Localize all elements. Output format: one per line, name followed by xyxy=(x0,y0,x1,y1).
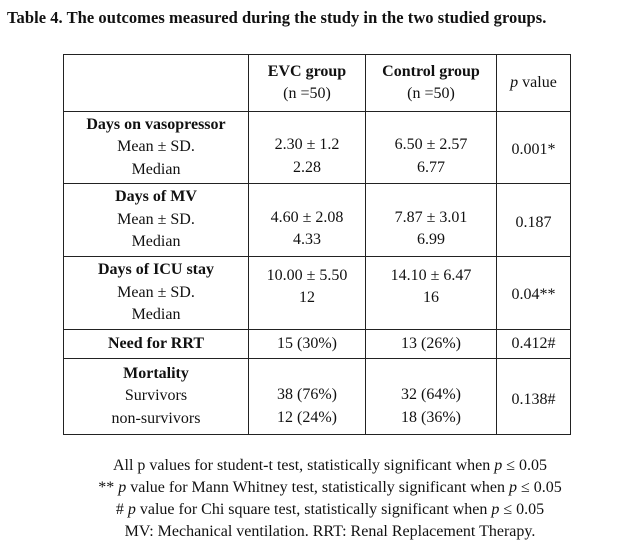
footnote-text: ≤ 0.05 xyxy=(499,501,545,518)
header-control-title: Control group xyxy=(382,62,480,80)
header-row: EVC group (n =50) Control group (n =50) … xyxy=(63,54,571,112)
evc-value: 12 (24%) xyxy=(277,408,337,426)
control-value: 7.87 ± 3.01 xyxy=(394,208,468,226)
header-evc-group: EVC group (n =50) xyxy=(248,54,366,112)
evc-value: 2.28 xyxy=(293,158,321,176)
header-p-value: p value xyxy=(496,54,571,112)
p-value: 0.001* xyxy=(511,141,556,159)
row-sublabel: Mean ± SD. xyxy=(117,138,195,156)
evc-value-cell: 2.30 ± 1.2 2.28 xyxy=(248,111,366,184)
footnote-italic: p xyxy=(508,479,517,496)
outcomes-table: EVC group (n =50) Control group (n =50) … xyxy=(63,54,571,435)
header-evc-n: (n =50) xyxy=(283,85,331,102)
evc-value-cell: 15 (30%) xyxy=(248,329,366,359)
footnote-text: All p values for student-t test, statist… xyxy=(112,457,495,474)
footnote-text: MV: Mechanical ventilation. RRT: Renal R… xyxy=(124,523,536,540)
evc-value-cell: 10.00 ± 5.50 12 xyxy=(248,256,366,330)
p-value-cell: 0.001* xyxy=(496,111,571,184)
control-value-cell: 13 (26%) xyxy=(365,329,497,359)
p-value-cell: 0.138# xyxy=(496,358,571,435)
table-footnotes: All p values for student-t test, statist… xyxy=(60,455,600,543)
p-value: 0.412# xyxy=(511,334,556,352)
row-label-cell: Days on vasopressor Mean ± SD. Median xyxy=(63,111,249,184)
header-p-rest: value xyxy=(518,73,557,91)
table-row: Need for RRT 15 (30%) 13 (26%) 0.412# xyxy=(63,329,571,359)
p-value: 0.187 xyxy=(515,213,552,231)
evc-value-cell: 38 (76%) 12 (24%) xyxy=(248,358,366,435)
control-value: 16 xyxy=(423,289,439,306)
row-sublabel: Mean ± SD. xyxy=(117,283,195,301)
evc-value: 10.00 ± 5.50 xyxy=(266,266,348,284)
row-label: Days of ICU stay xyxy=(98,261,214,279)
footnote: ** p value for Mann Whitney test, statis… xyxy=(60,477,600,499)
table-row: Days of MV Mean ± SD. Median 4.60 ± 2.08… xyxy=(63,183,571,257)
evc-value: 15 (30%) xyxy=(277,334,337,352)
control-value-cell: 32 (64%) 18 (36%) xyxy=(365,358,497,435)
footnote-text: ≤ 0.05 xyxy=(516,479,562,496)
control-value-cell: 7.87 ± 3.01 6.99 xyxy=(365,183,497,257)
row-sublabel: Median xyxy=(131,160,181,178)
footnote: MV: Mechanical ventilation. RRT: Renal R… xyxy=(60,521,600,543)
evc-value: 12 xyxy=(299,289,315,306)
row-label-cell: Days of MV Mean ± SD. Median xyxy=(63,183,249,257)
control-value: 13 (26%) xyxy=(401,334,461,352)
evc-value: 2.30 ± 1.2 xyxy=(274,136,340,153)
p-value-cell: 0.187 xyxy=(496,183,571,257)
p-value: 0.04** xyxy=(511,285,556,303)
control-value: 6.50 ± 2.57 xyxy=(394,136,468,153)
evc-value-cell: 4.60 ± 2.08 4.33 xyxy=(248,183,366,257)
header-p-italic: p xyxy=(510,73,519,91)
footnote-text: value for Mann Whitney test, statistical… xyxy=(126,479,509,496)
footnote-text: ** xyxy=(98,479,119,496)
control-value-cell: 6.50 ± 2.57 6.77 xyxy=(365,111,497,184)
control-value: 32 (64%) xyxy=(401,386,461,403)
p-value-cell: 0.412# xyxy=(496,329,571,359)
row-sublabel: non-survivors xyxy=(111,409,201,427)
row-sublabel: Survivors xyxy=(124,387,188,405)
control-value: 14.10 ± 6.47 xyxy=(390,266,472,284)
evc-value: 38 (76%) xyxy=(277,386,337,403)
header-evc-title: EVC group xyxy=(267,62,347,80)
footnote-italic: p xyxy=(491,501,500,518)
row-label: Mortality xyxy=(123,364,189,382)
row-label-cell: Mortality Survivors non-survivors xyxy=(63,358,249,435)
row-label: Days on vasopressor xyxy=(86,115,226,133)
footnote: # p value for Chi square test, statistic… xyxy=(60,499,600,521)
header-control-n: (n =50) xyxy=(407,85,455,102)
footnote-italic: p xyxy=(127,501,136,518)
footnote: All p values for student-t test, statist… xyxy=(60,455,600,477)
footnote-text: ≤ 0.05 xyxy=(502,457,548,474)
row-label: Need for RRT xyxy=(107,334,204,352)
footnote-text: value for Chi square test, statistically… xyxy=(135,501,492,518)
footnote-italic: p xyxy=(118,479,127,496)
table-row: Days on vasopressor Mean ± SD. Median 2.… xyxy=(63,111,571,184)
evc-value: 4.60 ± 2.08 xyxy=(270,208,344,226)
row-sublabel: Median xyxy=(131,233,181,251)
control-value: 18 (36%) xyxy=(401,408,461,426)
p-value: 0.138# xyxy=(511,391,556,409)
evc-value: 4.33 xyxy=(293,231,321,248)
table-row: Days of ICU stay Mean ± SD. Median 10.00… xyxy=(63,256,571,330)
control-value: 6.77 xyxy=(417,158,445,176)
footnote-italic: p xyxy=(494,457,503,474)
table-caption: Table 4. The outcomes measured during th… xyxy=(7,8,547,27)
footnote-text: # xyxy=(115,501,128,518)
row-sublabel: Mean ± SD. xyxy=(117,210,195,228)
table-row: Mortality Survivors non-survivors 38 (76… xyxy=(63,358,571,435)
header-empty-cell xyxy=(63,54,249,112)
p-value-cell: 0.04** xyxy=(496,256,571,330)
control-value-cell: 14.10 ± 6.47 16 xyxy=(365,256,497,330)
header-control-group: Control group (n =50) xyxy=(365,54,497,112)
control-value: 6.99 xyxy=(417,231,445,248)
row-label-cell: Days of ICU stay Mean ± SD. Median xyxy=(63,256,249,330)
row-sublabel: Median xyxy=(131,306,181,324)
row-label-cell: Need for RRT xyxy=(63,329,249,359)
row-label: Days of MV xyxy=(115,188,197,206)
